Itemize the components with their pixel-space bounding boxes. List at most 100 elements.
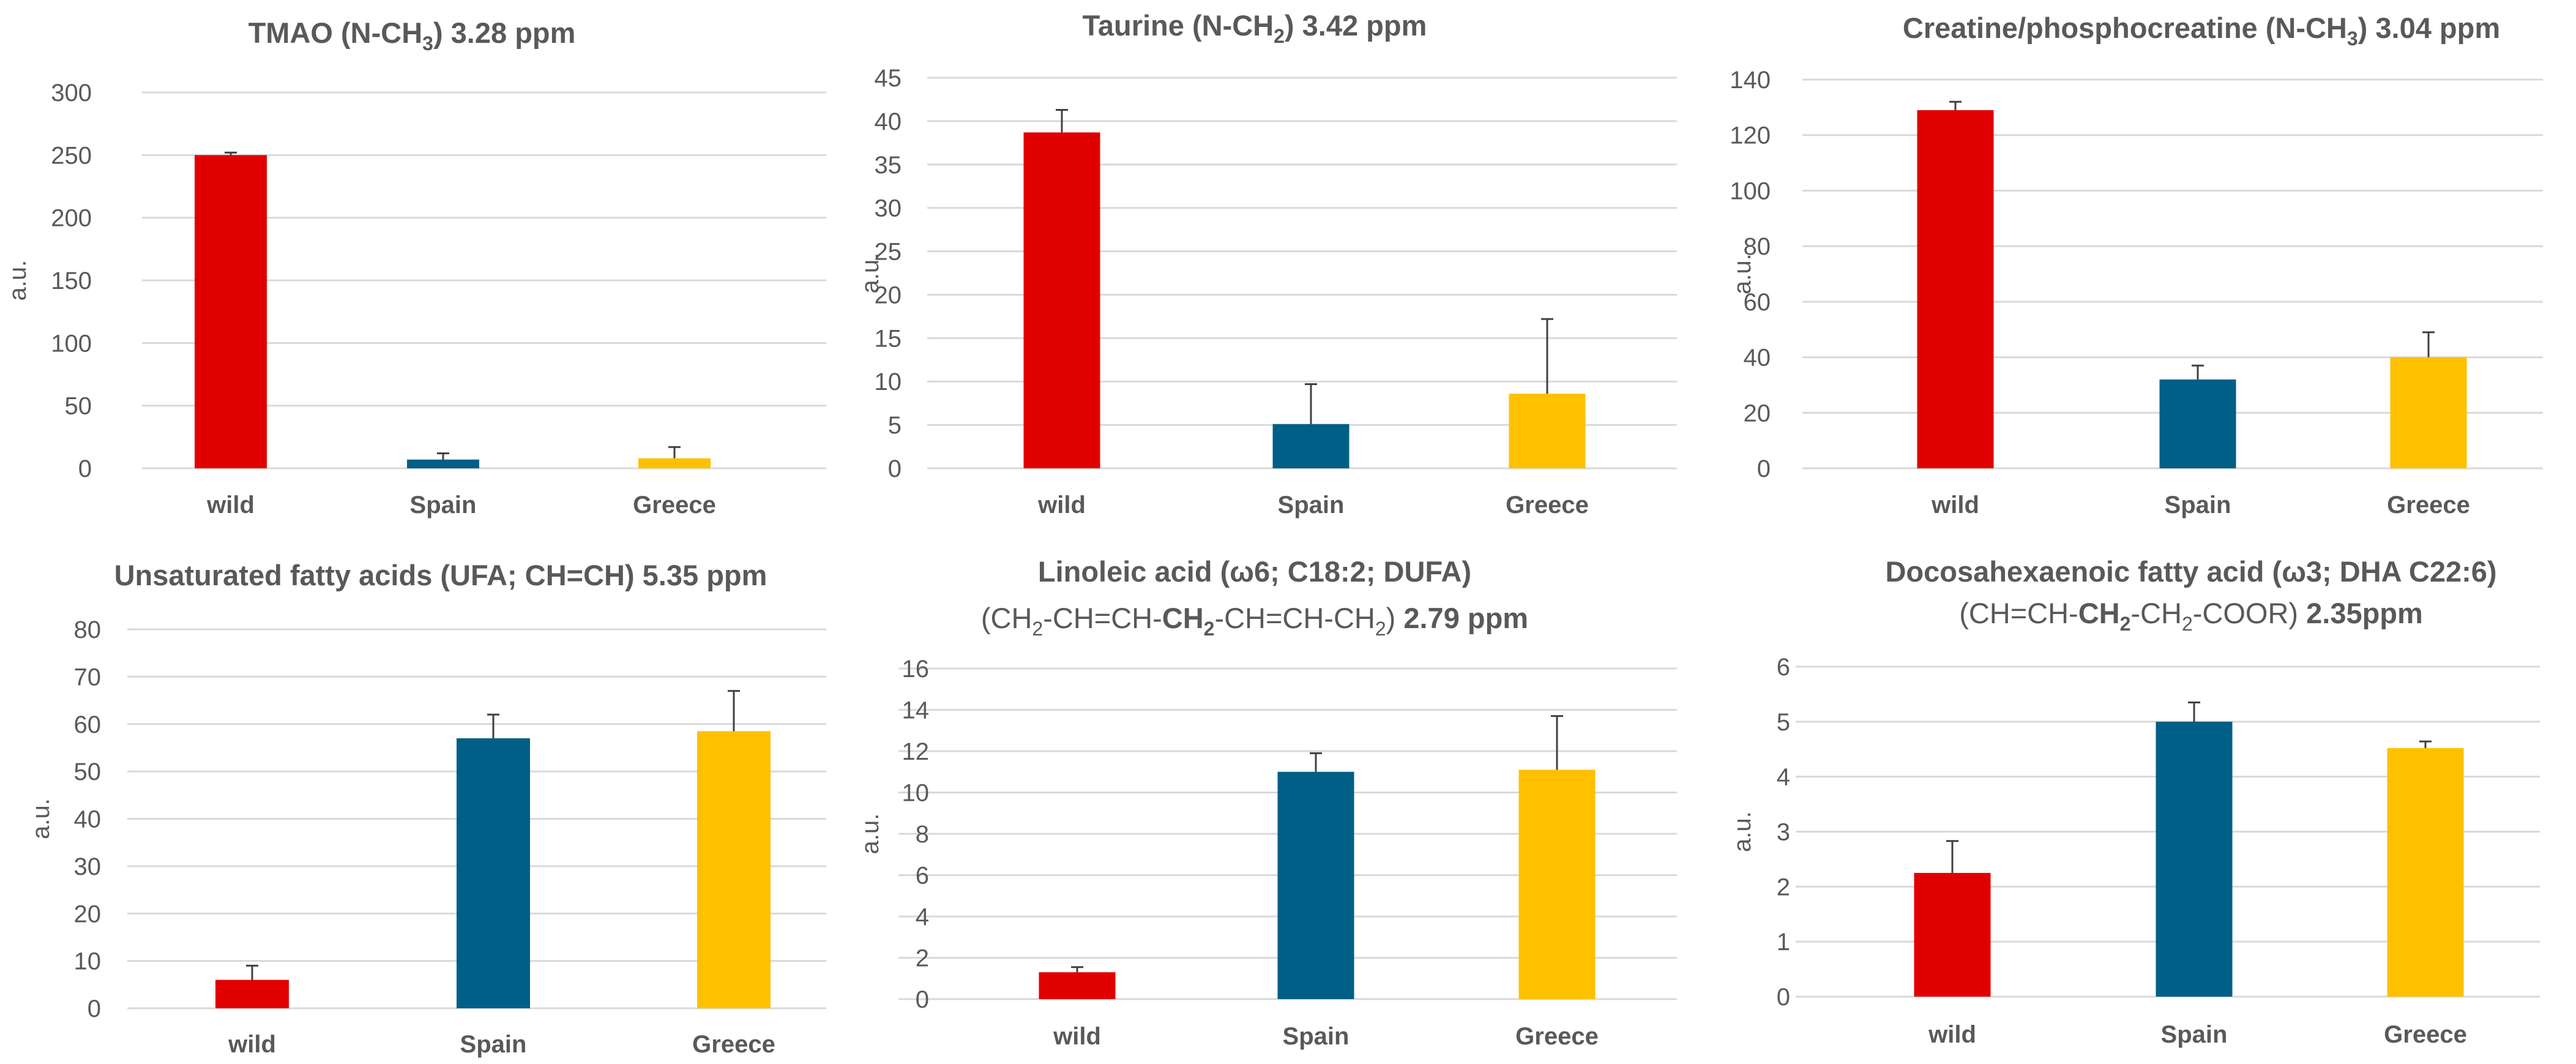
category-label: Spain	[460, 1031, 527, 1058]
bar-greece	[697, 731, 771, 1008]
y-axis-label: a.u.	[4, 260, 31, 301]
category-label: Spain	[2165, 492, 2231, 519]
error-bar-wild	[1071, 966, 1083, 973]
y-tick-label: 70	[74, 664, 102, 691]
y-tick-label: 10	[902, 780, 930, 807]
bar-wild	[215, 980, 289, 1008]
chart-title: Docosahexaenoic fatty acid (ω3; DHA C22:…	[1885, 555, 2496, 588]
y-tick-label: 0	[888, 455, 902, 482]
y-tick-label: 150	[51, 268, 92, 294]
y-tick-label: 40	[1744, 345, 1771, 372]
y-tick-label: 1	[1777, 929, 1790, 956]
y-tick-label: 10	[875, 369, 902, 395]
bar-greece	[1509, 394, 1586, 468]
bar-spain	[2159, 379, 2236, 468]
chart-panel-2: 0 5 10 15 20 25 30 35 40 45 a.u. wild Spain Greece Tau…	[857, 9, 1677, 519]
category-label: Spain	[1278, 492, 1345, 519]
category-label: Spain	[2161, 1021, 2228, 1048]
bar-wild	[1039, 972, 1116, 999]
category-label: wild	[1053, 1023, 1101, 1050]
y-tick-label: 50	[74, 759, 102, 785]
category-label: Spain	[1283, 1023, 1350, 1050]
y-axis-label: a.u.	[1729, 811, 1756, 852]
y-tick-label: 40	[74, 806, 102, 833]
bar-spain	[1272, 424, 1350, 468]
error-bar-spain	[437, 452, 449, 460]
y-tick-label: 25	[875, 239, 902, 266]
y-tick-label: 14	[902, 697, 930, 724]
y-tick-label: 30	[74, 853, 102, 880]
category-label: wild	[206, 492, 255, 519]
y-tick-label: 5	[1777, 709, 1790, 736]
y-tick-label: 6	[916, 863, 929, 890]
y-tick-label: 12	[902, 738, 930, 765]
bar-wild	[1914, 872, 1991, 997]
y-tick-label: 30	[875, 195, 902, 222]
chart-title: Linoleic acid (ω6; C18:2; DUFA)	[1038, 555, 1471, 588]
y-tick-label: 2	[1777, 874, 1790, 901]
y-tick-label: 15	[875, 325, 902, 352]
category-label: Greece	[692, 1031, 775, 1058]
error-bar-spain	[1310, 752, 1322, 772]
y-tick-label: 3	[1777, 819, 1790, 846]
category-label: Greece	[1506, 492, 1589, 519]
y-tick-label: 5	[888, 412, 902, 439]
error-bar-spain	[2192, 364, 2204, 380]
y-tick-label: 6	[1777, 654, 1790, 681]
y-tick-label: 100	[51, 330, 92, 357]
y-tick-label: 45	[875, 65, 902, 92]
bar-spain	[1277, 771, 1354, 999]
y-tick-label: 80	[74, 616, 102, 643]
bar-spain	[407, 459, 479, 468]
chart-title: Unsaturated fatty acids (UFA; CH=CH) 5.3…	[114, 559, 767, 591]
y-tick-label: 4	[1777, 764, 1790, 791]
chart-panel-5: 0 2 4 6 8 10 12 14 16 a.u. wild Spain Greece Linoleic…	[857, 555, 1677, 1050]
error-bar-greece	[1541, 318, 1553, 394]
bar-greece	[1518, 770, 1596, 999]
category-label: Spain	[410, 492, 477, 519]
category-label: Greece	[633, 492, 716, 519]
y-tick-label: 100	[1730, 178, 1771, 204]
y-tick-label: 35	[875, 152, 902, 179]
error-bar-spain	[1305, 383, 1317, 424]
error-bar-wild	[1949, 100, 1962, 110]
y-axis-label: a.u.	[857, 814, 884, 855]
error-bar-wild	[246, 964, 258, 980]
category-label: wild	[1931, 492, 1979, 519]
y-tick-label: 0	[1777, 984, 1790, 1011]
error-bar-spain	[2188, 701, 2200, 722]
y-tick-label: 0	[916, 986, 929, 1013]
y-tick-label: 2	[916, 945, 929, 972]
category-label: wild	[1928, 1021, 1976, 1048]
y-tick-label: 8	[916, 821, 929, 848]
chart-panel-1: 0 50 100 150 200 250 300 a.u. wild Spain Greece TMA…	[4, 17, 826, 519]
y-tick-label: 300	[51, 80, 92, 107]
y-tick-label: 20	[1744, 400, 1771, 427]
y-tick-label: 16	[902, 656, 930, 683]
chart-title: TMAO (N-CH3) 3.28 ppm	[248, 17, 576, 54]
error-bar-spain	[487, 713, 499, 738]
chart-title: (CH=CH-CH2-CH2-COOR) 2.35ppm	[1959, 597, 2423, 635]
error-bar-wild	[1946, 840, 1958, 873]
y-tick-label: 0	[78, 455, 92, 482]
error-bar-greece	[668, 446, 681, 459]
bar-wild	[1917, 110, 1994, 469]
y-axis-label: a.u.	[857, 253, 884, 294]
bar-spain	[2156, 721, 2233, 997]
y-tick-label: 200	[51, 205, 92, 232]
bar-spain	[457, 738, 530, 1008]
error-bar-greece	[728, 690, 740, 732]
y-tick-label: 140	[1730, 67, 1771, 94]
y-tick-label: 60	[1744, 289, 1771, 316]
error-bar-greece	[2419, 740, 2432, 748]
category-label: Greece	[2387, 492, 2470, 519]
category-label: wild	[228, 1031, 276, 1058]
y-tick-label: 4	[916, 904, 929, 931]
chart-title: Taurine (N-CH2) 3.42 ppm	[1083, 9, 1427, 47]
y-tick-label: 40	[875, 108, 902, 135]
y-tick-label: 50	[65, 393, 92, 420]
y-tick-label: 250	[51, 142, 92, 169]
y-tick-label: 80	[1744, 233, 1771, 260]
category-label: Greece	[1515, 1023, 1599, 1050]
y-tick-label: 120	[1730, 122, 1771, 149]
